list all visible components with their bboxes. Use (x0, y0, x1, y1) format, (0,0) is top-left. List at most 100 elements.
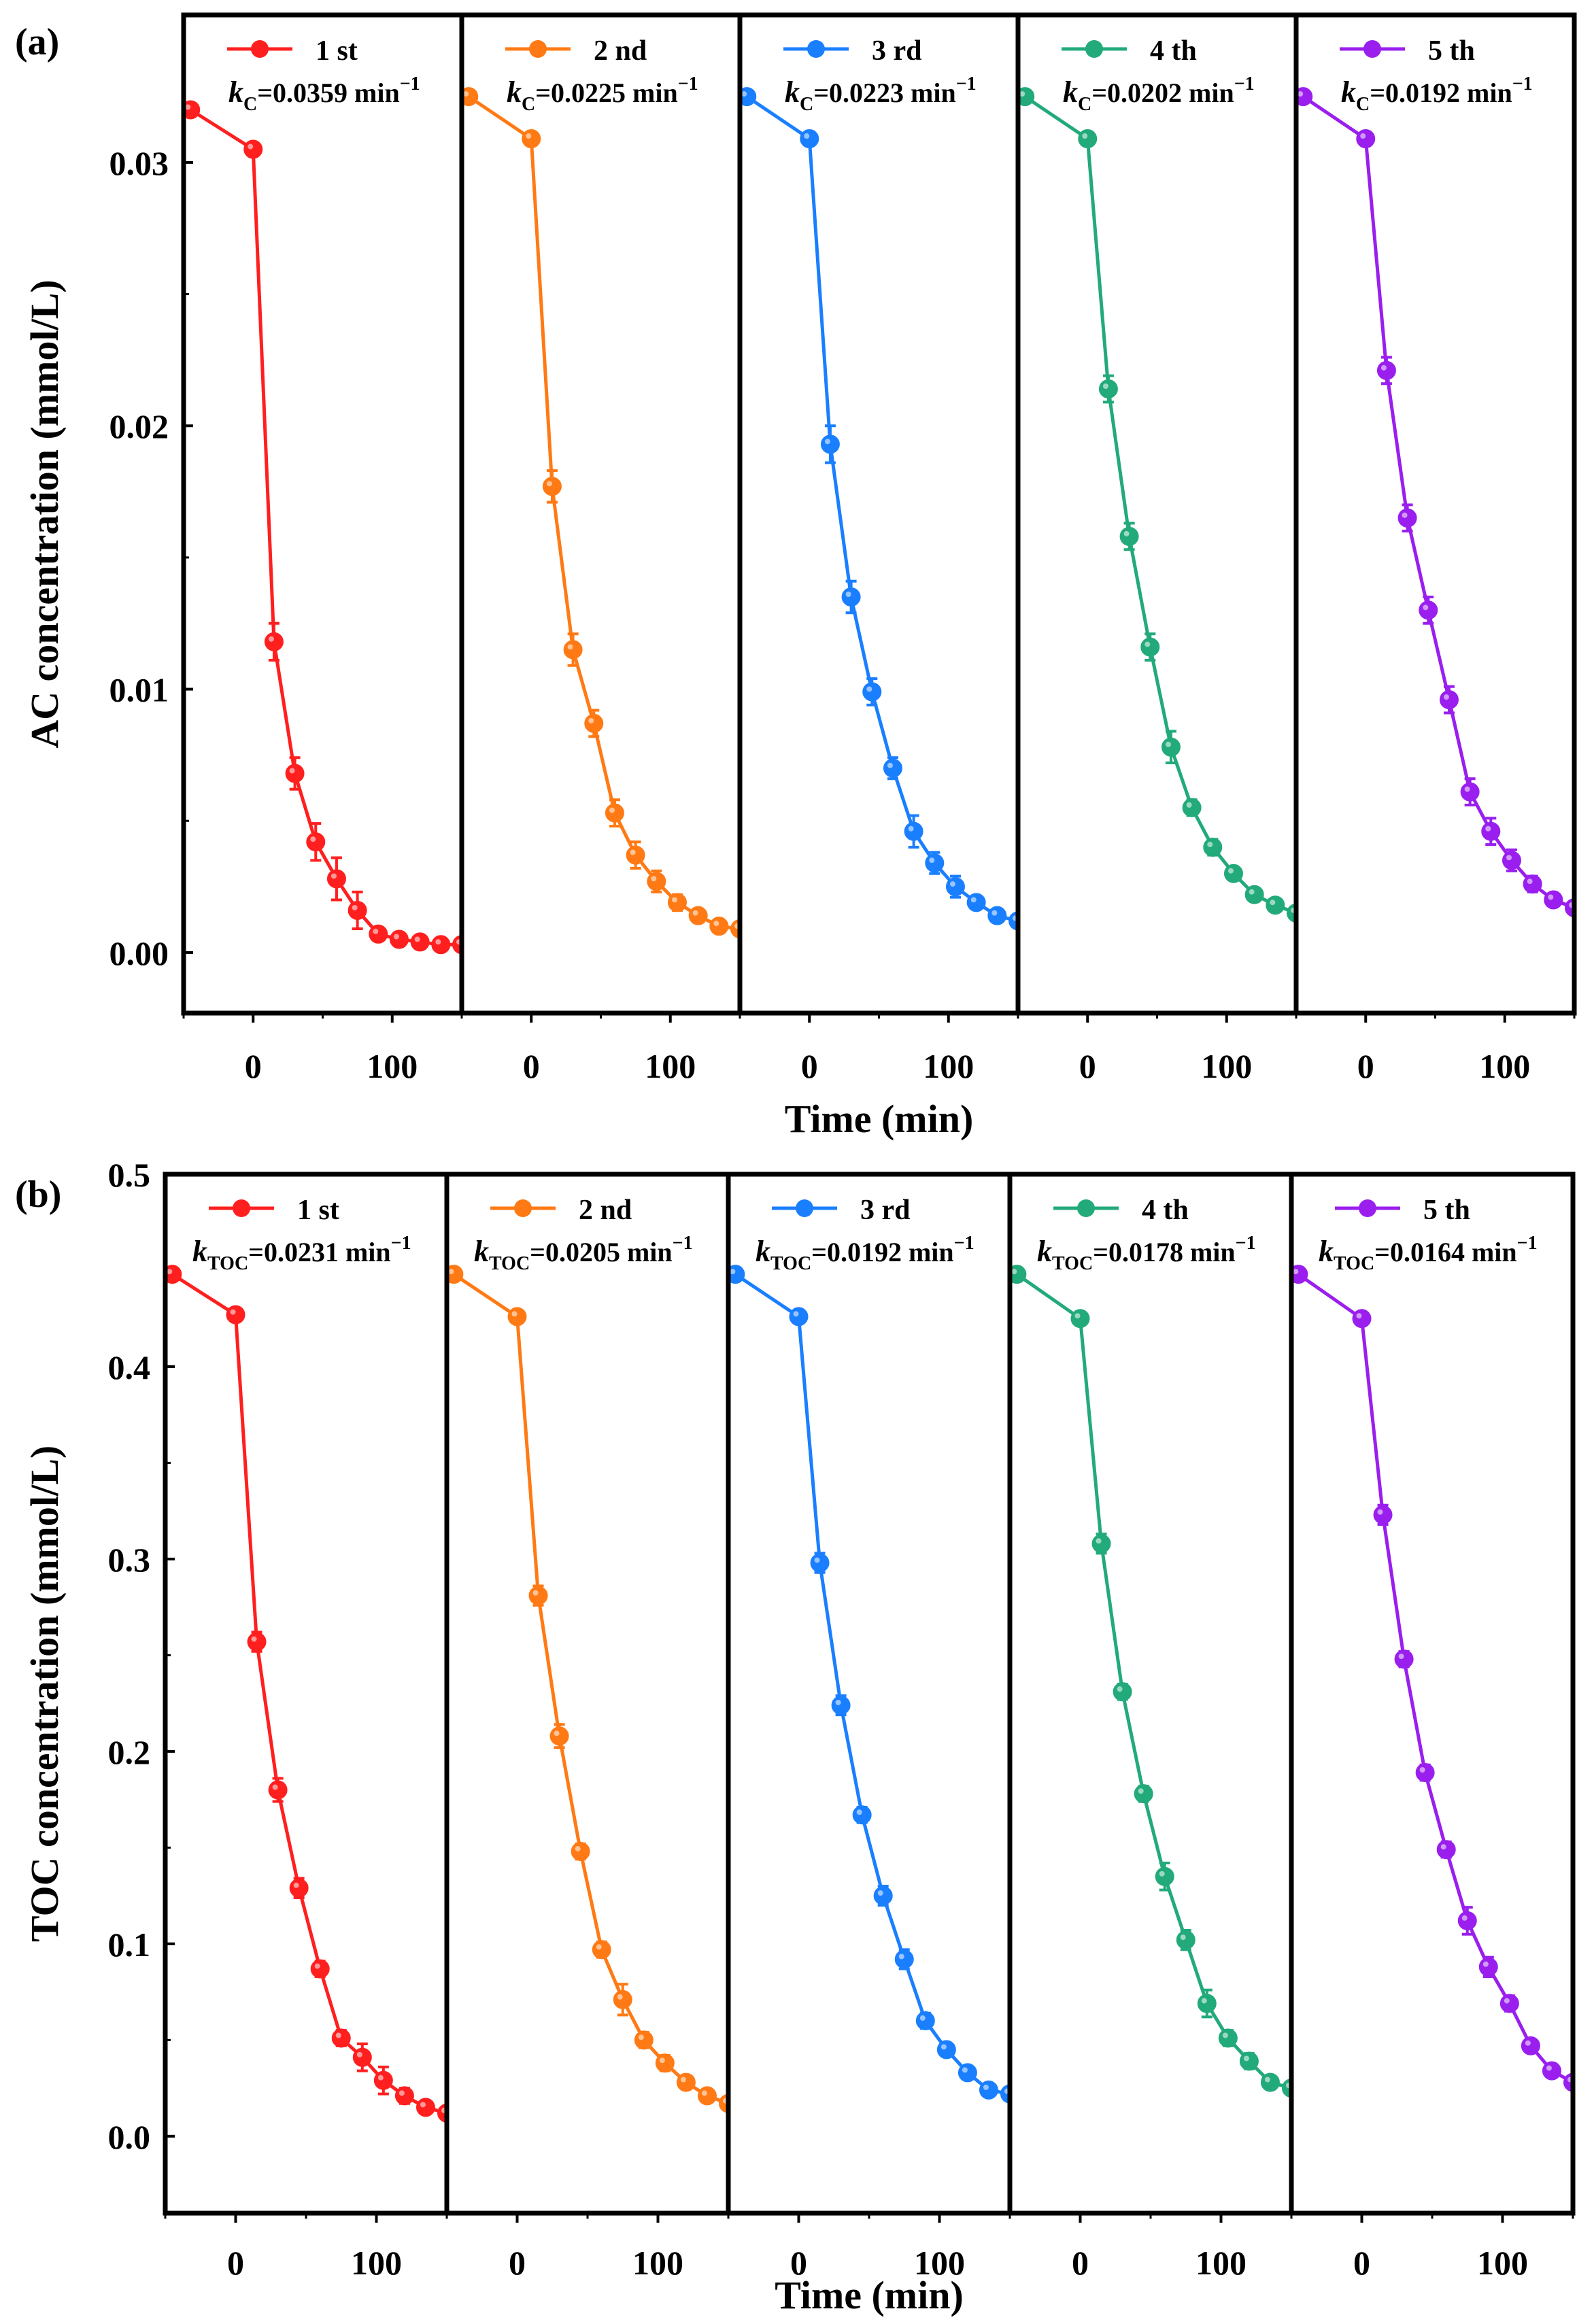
rate-superscript: −1 (400, 73, 420, 95)
data-point (592, 1940, 611, 1960)
rate-value: =0.0192 min (1370, 78, 1512, 108)
data-point-highlight (314, 1963, 320, 1969)
data-point-highlight (793, 1311, 799, 1317)
rate-symbol: k (1319, 1235, 1334, 1268)
legend-marker (514, 1199, 532, 1217)
series-line (1297, 1273, 1573, 2084)
data-point-highlight (630, 849, 636, 855)
data-point-highlight (1298, 91, 1304, 97)
legend-marker (1359, 1199, 1376, 1217)
rate-subscript: C (1356, 94, 1370, 115)
x-tick-label: 0 (523, 1047, 540, 1085)
data-point-highlight (824, 439, 830, 445)
data-point-highlight (991, 910, 998, 916)
rate-constant-label: kTOC=0.0164 min−1 (1319, 1233, 1538, 1274)
data-point (873, 1886, 893, 1906)
data-point (1155, 1866, 1174, 1886)
rate-symbol: k (785, 75, 800, 109)
series-5th (1291, 1265, 1573, 2092)
data-point-highlight (856, 1809, 862, 1815)
data-point-highlight (1461, 1915, 1468, 1921)
data-point-highlight (1186, 802, 1192, 808)
data-point (634, 2030, 654, 2050)
series-3rd (728, 1265, 1010, 2104)
data-point (894, 1949, 914, 1969)
data-point-highlight (596, 1944, 602, 1950)
data-point-highlight (335, 2032, 341, 2038)
rate-constant-label: kTOC=0.0205 min−1 (474, 1233, 693, 1274)
data-point-highlight (185, 104, 191, 110)
x-tick-label: 0 (1357, 1047, 1374, 1085)
data-point-highlight (887, 762, 893, 768)
data-point-highlight (293, 1882, 299, 1888)
rate-symbol: k (1037, 1235, 1052, 1268)
y-tick-label: 0.02 (109, 407, 169, 445)
data-point-highlight (398, 2090, 405, 2096)
panel-b: (b)TOC concentration (mmol/L)Time (min)0… (15, 1156, 1576, 2317)
data-point (831, 1695, 851, 1715)
data-point-highlight (1293, 1269, 1299, 1275)
data-point-highlight (1207, 841, 1213, 847)
rate-constant-label: kC=0.0223 min−1 (785, 73, 977, 115)
x-tick-label: 0 (509, 2244, 526, 2282)
data-point (852, 1805, 872, 1825)
data-point (676, 2072, 696, 2092)
x-tick-label: 0 (1353, 2244, 1370, 2282)
data-point (1244, 885, 1264, 904)
data-point-highlight (420, 2102, 426, 2108)
subplot-1: 0 100 1 st kC=0.0359 min−1 (181, 12, 464, 1085)
data-point-highlight (659, 2057, 665, 2064)
data-point (1197, 1994, 1217, 2013)
rate-superscript: −1 (678, 73, 698, 95)
data-point (915, 2011, 935, 2031)
subplot-5: 0 100 5 th kTOC=0.0164 min−1 (1289, 1172, 1576, 2282)
data-point (1394, 1650, 1414, 1669)
data-point-highlight (671, 897, 677, 903)
rate-subscript: TOC (207, 1253, 248, 1274)
subplot-frame (444, 1172, 731, 2216)
data-point-highlight (804, 133, 810, 139)
data-point-highlight (638, 2034, 644, 2040)
data-point (688, 906, 708, 925)
legend-label: 3 rd (860, 1195, 911, 1226)
data-point-highlight (1525, 2040, 1531, 2046)
data-point-highlight (1485, 825, 1491, 832)
rate-symbol: k (1063, 75, 1078, 109)
series-line (452, 1273, 728, 2106)
data-point (289, 1878, 309, 1898)
data-point (1523, 874, 1542, 894)
rate-value: =0.0223 min (813, 78, 955, 108)
data-point-highlight (1270, 900, 1276, 906)
legend-marker (796, 1199, 813, 1217)
x-axis-label: Time (min) (785, 1097, 974, 1141)
data-point-highlight (435, 939, 441, 945)
series-4th (1010, 1265, 1291, 2098)
subplot-frame (1289, 1172, 1576, 2216)
data-point (1223, 864, 1243, 883)
subplot-4: 0 100 4 th kC=0.0202 min−1 (1015, 12, 1299, 1085)
legend-label: 4 th (1142, 1195, 1189, 1226)
data-point-highlight (1227, 868, 1234, 874)
data-point (697, 2086, 717, 2106)
x-tick-label: 100 (1196, 2244, 1247, 2282)
rate-subscript: TOC (489, 1253, 530, 1274)
rate-value: =0.0202 min (1091, 78, 1234, 108)
legend-label: 2 nd (579, 1195, 632, 1226)
data-point (883, 758, 902, 778)
x-tick-label: 100 (1201, 1047, 1252, 1085)
x-tick-label: 100 (923, 1047, 974, 1085)
x-tick-label: 100 (914, 2244, 965, 2282)
data-point-highlight (356, 2051, 362, 2057)
data-point (925, 853, 945, 873)
data-point-highlight (1074, 1313, 1081, 1319)
rate-symbol: k (228, 75, 243, 109)
rate-subscript: C (522, 94, 535, 115)
data-point (1266, 895, 1285, 915)
data-point (1544, 890, 1563, 910)
data-point-highlight (463, 91, 469, 97)
data-point-highlight (1356, 1313, 1362, 1319)
rate-constant-label: kTOC=0.0192 min−1 (756, 1233, 974, 1274)
data-point-highlight (1159, 1870, 1165, 1877)
data-point (789, 1307, 809, 1327)
